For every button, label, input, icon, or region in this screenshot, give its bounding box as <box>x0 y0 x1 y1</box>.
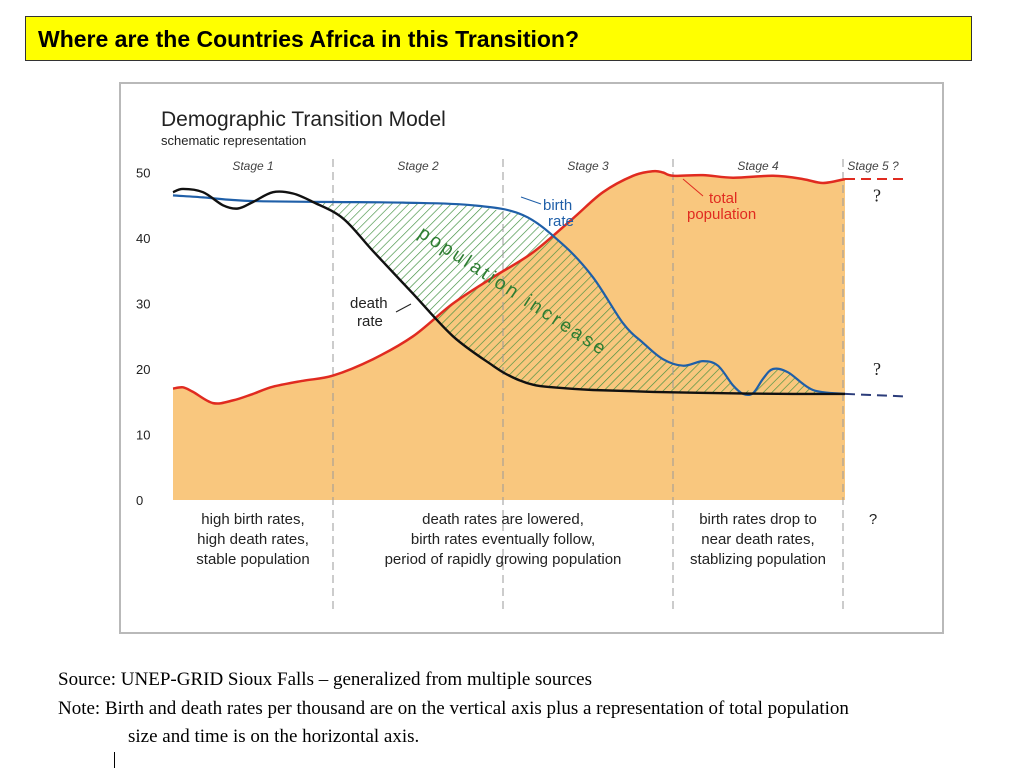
rates-projection <box>844 392 908 398</box>
stage-description: birth rates eventually follow, <box>411 531 595 548</box>
stage-description: near death rates, <box>701 531 814 548</box>
chart-title: Demographic Transition Model <box>161 108 446 131</box>
note-caption: Note: Birth and death rates per thousand… <box>58 698 849 719</box>
y-tick-label: 50 <box>136 166 150 181</box>
question-mark: ? <box>873 185 881 205</box>
birth-rate-label: rate <box>548 213 574 230</box>
source-caption: Source: UNEP-GRID Sioux Falls – generali… <box>58 669 593 690</box>
y-tick-label: 0 <box>136 493 143 508</box>
chart-frame: Demographic Transition Model schematic r… <box>119 82 944 634</box>
chart-subtitle: schematic representation <box>161 133 306 148</box>
text-cursor <box>114 752 115 768</box>
stage-description: stable population <box>196 551 309 568</box>
death-rate-label: rate <box>357 313 383 330</box>
y-tick-label: 30 <box>136 297 150 312</box>
y-tick-label: 10 <box>136 428 150 443</box>
population-increase-hatch <box>323 201 839 394</box>
death-rate-leader <box>395 303 412 313</box>
stage-label: Stage 2 <box>397 159 439 173</box>
stage-description: stablizing population <box>690 551 826 568</box>
y-tick-label: 40 <box>136 231 150 246</box>
stage-label: Stage 1 <box>232 159 273 173</box>
slide-title: Where are the Countries Africa in this T… <box>25 16 972 61</box>
demographic-transition-chart: Demographic Transition Model schematic r… <box>136 108 908 612</box>
death-rate-line <box>172 187 846 396</box>
death-rate-label: death <box>350 295 388 312</box>
total-population-label: total <box>709 190 737 207</box>
stage-description: birth rates drop to <box>699 511 817 528</box>
stage-description: high birth rates, <box>201 511 304 528</box>
birth-rate-label: birth <box>543 197 572 214</box>
stage-description: high death rates, <box>197 531 309 548</box>
stage-label: Stage 4 <box>737 159 779 173</box>
total-population-line <box>172 169 846 405</box>
birth-rate-line <box>172 194 846 397</box>
stage-label: Stage 3 <box>567 159 609 173</box>
birth-rate-leader <box>520 196 542 205</box>
stage-description: period of rapidly growing population <box>385 551 622 568</box>
stage-label: Stage 5 ? <box>847 159 899 173</box>
note-caption-continued: size and time is on the horizontal axis. <box>128 726 420 747</box>
y-tick-label: 20 <box>136 362 150 377</box>
stage-description: death rates are lowered, <box>422 511 584 528</box>
total-population-leader <box>682 178 704 197</box>
total-population-label: population <box>687 206 756 223</box>
stage-description: ? <box>869 511 877 528</box>
question-mark: ? <box>873 359 881 379</box>
